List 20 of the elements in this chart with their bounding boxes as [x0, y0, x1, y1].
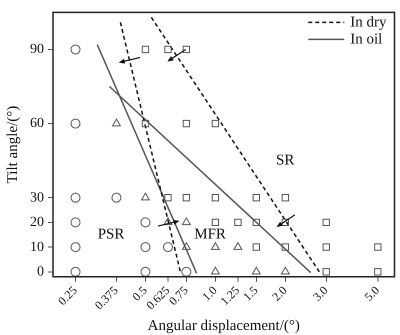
x-tick-label: 2.0 [269, 283, 290, 304]
y-tick-label: 20 [30, 215, 44, 230]
legend-label: In oil [350, 31, 382, 48]
x-tick-label: 3.0 [310, 283, 331, 304]
x-tick-label: 0.25 [55, 283, 80, 308]
x-axis-title: Angular displacement/(°) [148, 318, 300, 334]
y-tick-label: 10 [30, 240, 44, 255]
annotation: MFR [194, 226, 226, 242]
y-tick-label: 90 [30, 42, 44, 58]
x-tick-label: 5.0 [362, 283, 382, 304]
y-tick-label: 0 [37, 264, 44, 280]
y-tick-label: 60 [30, 116, 44, 132]
y-axis-title: Tilt angle/(°) [4, 106, 21, 184]
annotation: PSR [98, 226, 124, 242]
x-tick-label: 1.5 [240, 283, 261, 304]
x-tick-label: 1.0 [199, 283, 220, 304]
y-tick-label: 30 [30, 190, 44, 206]
x-tick-label: 1.25 [218, 283, 242, 308]
annotation: SR [276, 152, 294, 168]
legend-label: In dry [350, 14, 387, 30]
